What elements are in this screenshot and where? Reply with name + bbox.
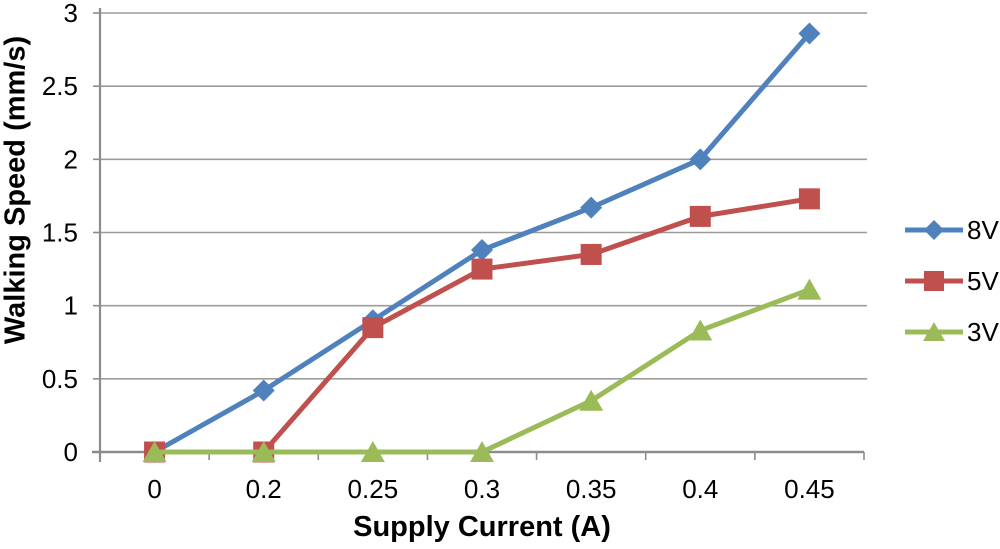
x-tick-label: 0.25 — [348, 474, 399, 504]
x-axis-title: Supply Current (A) — [353, 511, 611, 543]
legend-label-8v: 8V — [967, 214, 999, 245]
y-tick-label: 0 — [64, 437, 78, 467]
legend-item-5v: 5V — [903, 266, 999, 296]
legend: 8V 5V 3V — [903, 215, 999, 371]
y-tick-label: 1.5 — [42, 218, 78, 248]
x-tick-label: 0.45 — [784, 474, 835, 504]
data-point-square — [798, 188, 820, 210]
data-point-triangle — [470, 441, 494, 462]
square-marker-icon — [905, 271, 963, 291]
y-tick-label: 2.5 — [42, 71, 78, 101]
legend-label-5v: 5V — [967, 265, 999, 296]
diamond-marker-icon — [905, 220, 963, 240]
data-point-diamond — [798, 22, 821, 45]
y-axis-title: Walking Speed (mm/s) — [0, 35, 32, 345]
triangle-marker-icon — [905, 322, 963, 341]
data-point-triangle — [251, 441, 276, 462]
y-tick-label: 2 — [64, 144, 78, 174]
x-tick-label: 0.2 — [246, 474, 282, 504]
data-point-diamond — [252, 379, 275, 402]
y-tick-label: 3 — [64, 0, 78, 28]
legend-item-3v: 3V — [903, 317, 999, 347]
y-tick-label: 0.5 — [42, 364, 78, 394]
data-point-triangle — [688, 319, 713, 341]
data-point-diamond — [689, 148, 712, 171]
data-point-diamond — [471, 239, 493, 262]
data-point-triangle — [142, 441, 167, 462]
y-tick-label: 1 — [64, 291, 78, 321]
data-point-diamond — [580, 196, 603, 219]
x-tick-label: 0.3 — [464, 474, 500, 504]
data-point-square — [689, 205, 711, 227]
x-tick-label: 0 — [147, 474, 161, 504]
legend-item-8v: 8V — [903, 215, 999, 245]
x-tick-label: 0.35 — [566, 474, 617, 504]
series-line-3v — [152, 287, 812, 455]
data-point-square — [580, 243, 602, 265]
data-point-triangle — [797, 278, 822, 300]
legend-label-3v: 3V — [967, 316, 999, 347]
x-tick-label: 0.4 — [682, 474, 718, 504]
data-point-triangle — [360, 441, 385, 462]
data-point-square — [471, 258, 493, 280]
data-point-square — [362, 317, 384, 339]
data-point-triangle — [579, 389, 604, 411]
